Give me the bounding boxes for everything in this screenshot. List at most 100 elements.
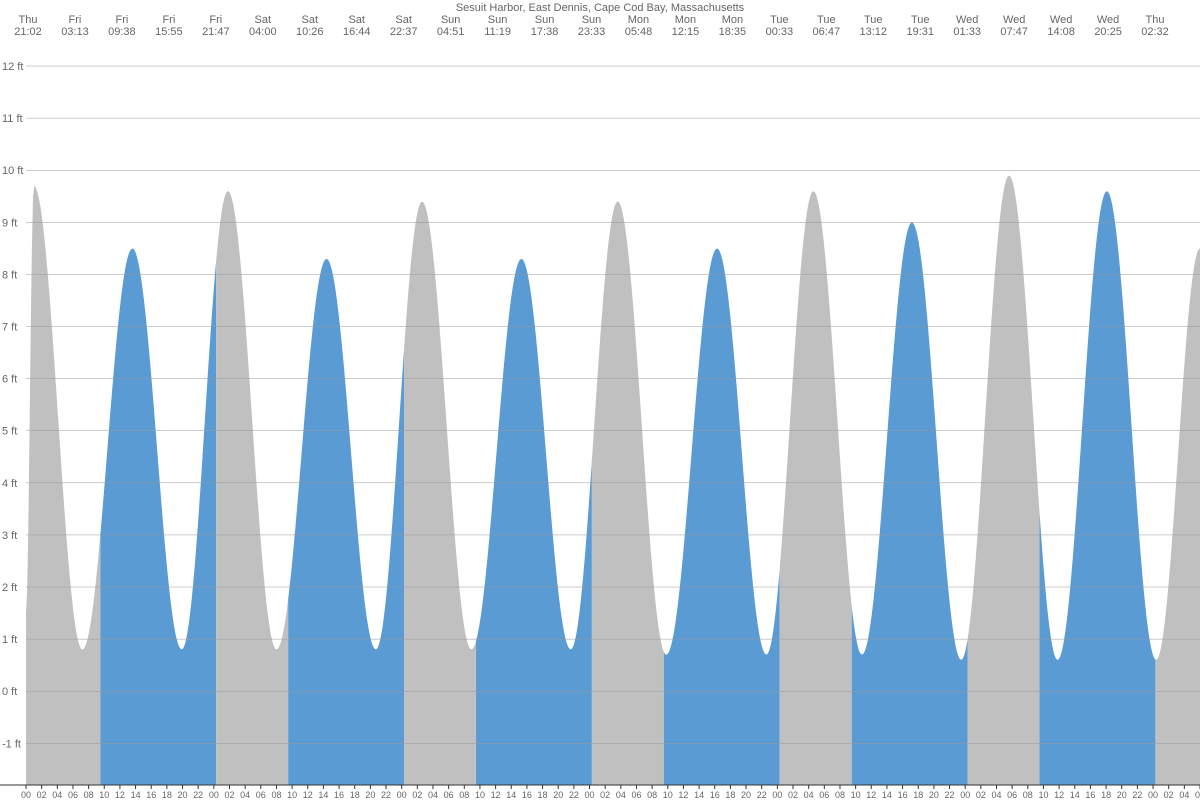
header-time: 16:44	[343, 26, 371, 38]
header-day: Tue	[864, 14, 883, 26]
x-tick-label: 08	[835, 790, 845, 800]
x-tick-label: 20	[1117, 790, 1127, 800]
x-tick-label: 08	[459, 790, 469, 800]
x-tick-label: 10	[475, 790, 485, 800]
y-axis-label: 7 ft	[2, 322, 17, 334]
x-tick-label: 08	[84, 790, 94, 800]
header-day: Tue	[770, 14, 789, 26]
x-tick-label: 18	[1101, 790, 1111, 800]
x-tick-label: 06	[444, 790, 454, 800]
x-tick-label: 18	[913, 790, 923, 800]
header-day: Tue	[911, 14, 930, 26]
y-axis-label: 1 ft	[2, 634, 17, 646]
x-tick-label: 10	[1038, 790, 1048, 800]
tide-chart-svg: -1 ft0 ft1 ft2 ft3 ft4 ft5 ft6 ft7 ft8 f…	[0, 0, 1200, 800]
x-tick-label: 22	[569, 790, 579, 800]
x-tick-label: 00	[585, 790, 595, 800]
x-tick-label: 04	[428, 790, 438, 800]
header-day: Sat	[302, 14, 319, 26]
x-tick-label: 16	[1085, 790, 1095, 800]
header-time: 21:02	[14, 26, 42, 38]
header-day: Sun	[582, 14, 602, 26]
x-tick-label: 12	[115, 790, 125, 800]
header-time: 14:08	[1047, 26, 1075, 38]
y-axis-label: 10 ft	[2, 165, 23, 177]
y-axis-label: 8 ft	[2, 269, 17, 281]
header-time: 19:31	[906, 26, 934, 38]
x-tick-label: 14	[506, 790, 516, 800]
x-tick-label: 20	[553, 790, 563, 800]
x-tick-label: 12	[303, 790, 313, 800]
header-time: 23:33	[578, 26, 606, 38]
x-tick-label: 04	[1179, 790, 1189, 800]
header-day: Fri	[69, 14, 82, 26]
header-day: Thu	[1146, 14, 1165, 26]
y-axis-label: 3 ft	[2, 530, 17, 542]
x-tick-label: 02	[788, 790, 798, 800]
header-day: Sat	[255, 14, 272, 26]
x-tick-label: 16	[898, 790, 908, 800]
x-tick-label: 22	[945, 790, 955, 800]
y-axis-label: 12 ft	[2, 61, 23, 73]
header-day: Sat	[395, 14, 412, 26]
header-day: Sun	[488, 14, 508, 26]
x-tick-label: 16	[146, 790, 156, 800]
x-tick-label: 14	[318, 790, 328, 800]
chart-title: Sesuit Harbor, East Dennis, Cape Cod Bay…	[456, 2, 745, 14]
x-tick-label: 18	[162, 790, 172, 800]
x-tick-label: 10	[663, 790, 673, 800]
header-day: Fri	[209, 14, 222, 26]
header-time: 04:51	[437, 26, 465, 38]
x-tick-label: 00	[397, 790, 407, 800]
x-tick-label: 08	[1023, 790, 1033, 800]
header-time: 09:38	[108, 26, 136, 38]
header-day: Mon	[675, 14, 696, 26]
x-tick-label: 04	[240, 790, 250, 800]
x-tick-label: 20	[929, 790, 939, 800]
x-tick-label: 12	[866, 790, 876, 800]
x-tick-label: 22	[1132, 790, 1142, 800]
header-day: Mon	[722, 14, 743, 26]
header-time: 21:47	[202, 26, 230, 38]
header-time: 22:37	[390, 26, 418, 38]
header-time: 01:33	[953, 26, 981, 38]
x-tick-label: 08	[271, 790, 281, 800]
x-tick-label: 22	[193, 790, 203, 800]
x-tick-label: 18	[725, 790, 735, 800]
header-time: 20:25	[1094, 26, 1122, 38]
x-tick-label: 00	[21, 790, 31, 800]
header-time: 06:47	[813, 26, 841, 38]
x-tick-label: 04	[804, 790, 814, 800]
header-time: 00:33	[766, 26, 794, 38]
header-day: Tue	[817, 14, 836, 26]
header-day: Wed	[956, 14, 978, 26]
header-day: Fri	[162, 14, 175, 26]
x-tick-label: 12	[491, 790, 501, 800]
x-tick-label: 04	[616, 790, 626, 800]
x-tick-label: 14	[1070, 790, 1080, 800]
x-tick-label: 04	[991, 790, 1001, 800]
x-tick-label: 02	[37, 790, 47, 800]
header-day: Mon	[628, 14, 649, 26]
tide-chart: -1 ft0 ft1 ft2 ft3 ft4 ft5 ft6 ft7 ft8 f…	[0, 0, 1200, 800]
x-tick-label: 00	[772, 790, 782, 800]
x-tick-label: 12	[1054, 790, 1064, 800]
x-tick-label: 08	[647, 790, 657, 800]
x-tick-label: 02	[600, 790, 610, 800]
header-time: 17:38	[531, 26, 559, 38]
x-tick-label: 20	[178, 790, 188, 800]
y-axis-label: 0 ft	[2, 686, 17, 698]
x-tick-label: 10	[99, 790, 109, 800]
x-tick-label: 00	[1148, 790, 1158, 800]
header-day: Sun	[535, 14, 555, 26]
header-time: 10:26	[296, 26, 324, 38]
header-time: 02:32	[1141, 26, 1169, 38]
y-axis-label: 11 ft	[2, 113, 23, 125]
x-tick-label: 18	[538, 790, 548, 800]
y-axis-label: 6 ft	[2, 374, 17, 386]
x-tick-label: 18	[350, 790, 360, 800]
x-tick-label: 22	[757, 790, 767, 800]
x-tick-label: 22	[381, 790, 391, 800]
x-tick-label: 04	[52, 790, 62, 800]
x-tick-label: 20	[365, 790, 375, 800]
